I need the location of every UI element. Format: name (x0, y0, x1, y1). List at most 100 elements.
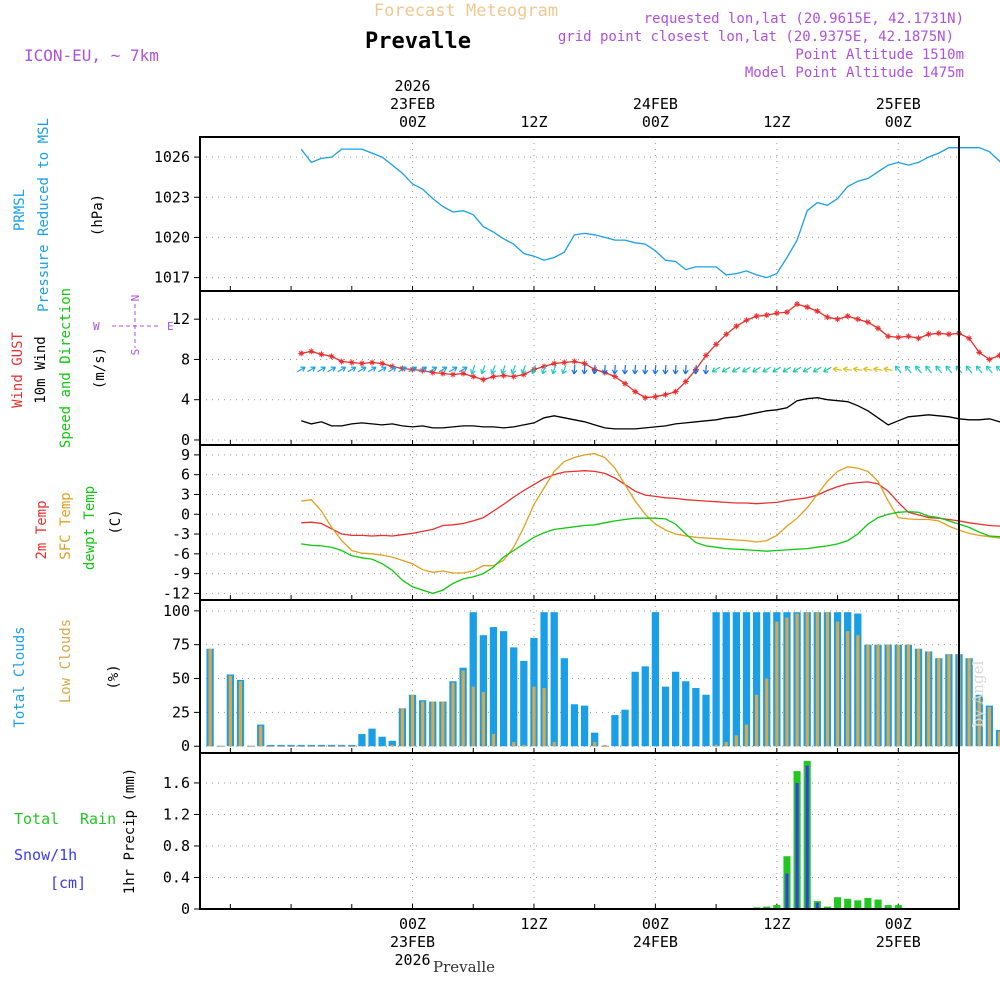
gust-marker (581, 360, 588, 367)
wind-arrow-head (601, 369, 608, 375)
y-tick-label: 0 (181, 505, 190, 523)
clouds-ylabel: Total Clouds Low Clouds (%) (12, 619, 122, 728)
wind-dir-label: Speed and Direction (58, 288, 74, 448)
y-tick-label: 75 (172, 636, 190, 654)
low-cloud-bar (603, 744, 607, 747)
gust-marker (723, 331, 730, 338)
wind-arrow-head (904, 365, 911, 371)
total-cloud-bar (307, 744, 315, 747)
low-cloud-bar (724, 742, 728, 747)
low-cloud-bar (947, 654, 951, 747)
low-cloud-bar (451, 682, 455, 747)
y-tick-label: 0 (181, 737, 190, 755)
wind-arrow (357, 366, 367, 373)
total-cloud-bar (752, 612, 761, 747)
precip-total-bar (894, 905, 902, 909)
wind-arrow (448, 366, 458, 373)
legend-total: Total (14, 810, 59, 828)
wind-arrow-head (310, 366, 316, 372)
precip-total-bar (864, 897, 872, 909)
wind-arrow (458, 366, 468, 373)
low-cloud-bar (431, 701, 435, 747)
sfc-temp-line (301, 452, 1000, 574)
gust-marker (703, 352, 709, 359)
y-tick-label: 0 (181, 431, 190, 449)
pressure-panel: 1017 1020 1023 1026 (154, 136, 1000, 292)
y-tick-label: 0 (181, 900, 190, 918)
gust-marker (510, 373, 517, 380)
legend-snow: Snow/1h (14, 846, 77, 864)
total-cloud-bar (479, 635, 488, 747)
wind-arrow-head (621, 369, 628, 375)
gust-marker (895, 334, 902, 341)
precip-snow-bar (805, 765, 809, 909)
low-clouds-label: Low Clouds (58, 619, 74, 703)
low-cloud-bar (481, 692, 485, 747)
wind-arrow (481, 365, 486, 374)
low-cloud-bar (805, 612, 809, 747)
gust-marker (804, 304, 811, 311)
wind-arrow-head (490, 369, 497, 375)
wind-arrow (705, 364, 707, 375)
wind-arrow (894, 365, 902, 374)
gust-marker (439, 370, 446, 377)
wind-arrow-head (995, 365, 1000, 371)
wind-gust-label: Wind GUST (10, 332, 26, 408)
gust-marker (490, 373, 497, 380)
total-cloud-bar (348, 744, 356, 747)
wind-arrow (408, 366, 417, 373)
low-cloud-bar (987, 706, 991, 747)
gust-marker (369, 359, 376, 366)
wind-arrow-head (611, 369, 618, 375)
gust-marker (450, 371, 456, 378)
total-cloud-bar (469, 612, 477, 747)
low-cloud-bar (208, 648, 212, 747)
gust-marker (773, 310, 780, 317)
wind-arrow (873, 368, 883, 371)
wind-arrow-head (965, 365, 971, 371)
wind-arrow-head (731, 367, 738, 373)
dewpoint-line (301, 510, 1000, 595)
wind-arrow-head (411, 366, 417, 372)
wind-arrow-head (802, 367, 809, 373)
total-cloud-bar (287, 744, 295, 747)
wind-arrow (752, 366, 761, 373)
wind-arrow-head (300, 366, 306, 372)
point-altitude: Point Altitude 1510m (795, 47, 964, 63)
wind-arrow-head (752, 367, 758, 373)
wind-arrow (583, 364, 586, 375)
wind-arrow-head (985, 365, 992, 371)
wind-arrow (813, 366, 822, 373)
total-cloud-bar (591, 732, 599, 747)
wind-arrow (853, 368, 863, 371)
wind-arrow-head (823, 367, 829, 373)
total-cloud-bar (550, 612, 558, 747)
y-tick-label: 1.2 (163, 805, 190, 823)
wind-arrow (388, 366, 397, 373)
wind-arrow-head (883, 366, 889, 373)
wind-arrow (694, 364, 697, 375)
wind-arrow-head (421, 366, 428, 372)
low-cloud-bar (977, 696, 981, 747)
low-cloud-bar (967, 658, 971, 747)
requested-coords: requested lon,lat (20.9615E, 42.1731N) (644, 11, 964, 27)
y-tick-label: 1017 (154, 269, 190, 287)
gust-marker (945, 331, 952, 338)
gust-marker (308, 348, 315, 355)
wind-arrow-head (581, 369, 588, 375)
gust-marker (389, 363, 396, 370)
wind-arrow-head (320, 366, 326, 372)
wind-arrow (367, 366, 377, 373)
wind-arrow-head (452, 366, 458, 372)
low-cloud-bar (421, 701, 425, 747)
top-time-label: 24FEB (633, 95, 678, 113)
wind-arrow-head (812, 367, 819, 373)
low-cloud-bar (825, 612, 830, 747)
low-cloud-bar (927, 651, 931, 747)
wind-arrow (297, 366, 306, 373)
gust-marker (753, 313, 760, 320)
wind-arrow-head (371, 366, 377, 372)
gust-marker (915, 335, 922, 342)
low-cloud-bar (238, 681, 243, 747)
